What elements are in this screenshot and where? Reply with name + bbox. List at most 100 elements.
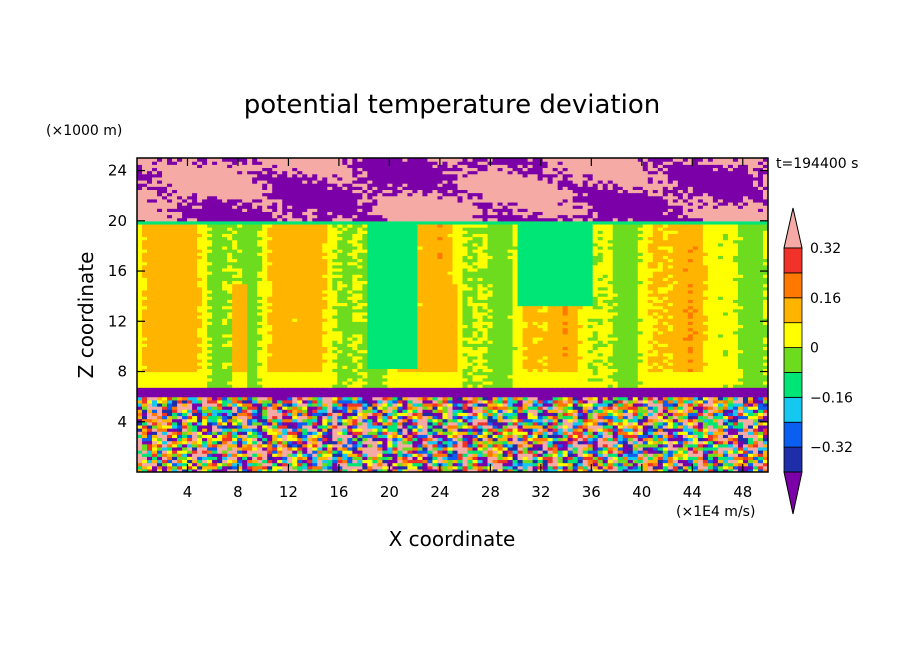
heatmap-cell <box>327 453 333 457</box>
heatmap-cell <box>217 424 223 429</box>
heatmap-cell <box>162 377 168 382</box>
heatmap-cell <box>192 336 198 341</box>
heatmap-cell <box>182 158 188 162</box>
heatmap-cell <box>212 258 218 263</box>
heatmap-cell <box>347 453 353 457</box>
heatmap-cell <box>147 380 153 385</box>
heatmap-cell <box>187 198 193 203</box>
heatmap-cell <box>232 167 238 172</box>
heatmap-cell <box>347 271 353 275</box>
heatmap-cell <box>287 286 293 291</box>
heatmap-cell <box>222 462 228 467</box>
heatmap-cell <box>362 450 368 454</box>
heatmap-cell <box>242 468 248 472</box>
heatmap-cell <box>177 318 183 322</box>
heatmap-cell <box>172 217 178 222</box>
heatmap-cell <box>192 189 198 194</box>
heatmap-cell <box>327 201 333 206</box>
heatmap-cell <box>137 261 143 266</box>
heatmap-cell <box>357 280 363 285</box>
heatmap-cell <box>142 176 148 181</box>
heatmap-cell <box>312 302 318 307</box>
heatmap-cell <box>147 352 153 357</box>
heatmap-cell <box>162 393 168 398</box>
heatmap-cell <box>327 333 333 338</box>
heatmap-cell <box>317 324 323 329</box>
heatmap-cell <box>312 158 318 162</box>
heatmap-cell <box>182 380 188 385</box>
heatmap-cell <box>297 179 303 184</box>
heatmap-cell <box>312 387 318 391</box>
heatmap-cell <box>212 195 218 200</box>
heatmap-cell <box>337 365 343 369</box>
heatmap-cell <box>222 299 228 304</box>
heatmap-cell <box>232 173 238 178</box>
heatmap-cell <box>312 161 318 165</box>
heatmap-cell <box>147 286 153 291</box>
heatmap-cell <box>232 434 238 439</box>
heatmap-cell <box>147 384 153 388</box>
heatmap-cell <box>292 183 298 187</box>
heatmap-cell <box>187 387 193 391</box>
heatmap-cell <box>137 418 143 423</box>
heatmap-cell <box>257 387 263 391</box>
heatmap-cell <box>327 223 333 228</box>
heatmap-cell <box>192 390 198 395</box>
heatmap-cell <box>277 258 283 263</box>
heatmap-cell <box>277 343 283 347</box>
heatmap-cell <box>352 393 358 398</box>
heatmap-cell <box>337 362 343 366</box>
heatmap-cell <box>327 402 333 407</box>
heatmap-cell <box>187 186 193 190</box>
heatmap-cell <box>197 189 203 194</box>
heatmap-cell <box>327 311 333 316</box>
heatmap-cell <box>327 358 333 363</box>
heatmap-cell <box>182 456 188 461</box>
heatmap-cell <box>237 434 243 439</box>
heatmap-cell <box>312 318 318 322</box>
heatmap-cell <box>292 198 298 203</box>
heatmap-cell <box>277 321 283 326</box>
heatmap-cell <box>212 186 218 190</box>
heatmap-cell <box>307 431 313 435</box>
heatmap-cell <box>332 390 338 395</box>
heatmap-cell <box>167 189 173 194</box>
heatmap-cell <box>247 456 253 461</box>
heatmap-cell <box>197 434 203 439</box>
heatmap-cell <box>312 412 318 417</box>
heatmap-cell <box>197 418 203 423</box>
heatmap-cell <box>242 352 248 357</box>
heatmap-cell <box>152 299 158 304</box>
heatmap-cell <box>197 462 203 467</box>
heatmap-cell <box>232 283 238 288</box>
heatmap-cell <box>342 349 348 354</box>
heatmap-cell <box>362 239 368 244</box>
heatmap-cell <box>282 271 288 275</box>
heatmap-cell <box>217 321 223 326</box>
heatmap-cell <box>182 443 188 448</box>
heatmap-cell <box>182 239 188 244</box>
heatmap-cell <box>162 308 168 313</box>
heatmap-cell <box>232 327 238 332</box>
heatmap-cell <box>227 390 233 395</box>
heatmap-cell <box>287 173 293 178</box>
heatmap-cell <box>257 217 263 222</box>
heatmap-cell <box>272 311 278 316</box>
heatmap-cell <box>147 333 153 338</box>
heatmap-cell <box>167 277 173 282</box>
heatmap-cell <box>147 223 153 228</box>
heatmap-cell <box>187 220 193 225</box>
heatmap-cell <box>237 390 243 395</box>
heatmap-cell <box>277 252 283 256</box>
heatmap-cell <box>257 315 263 319</box>
heatmap-cell <box>212 446 218 451</box>
heatmap-cell <box>277 308 283 313</box>
heatmap-cell <box>292 358 298 363</box>
heatmap-cell <box>347 412 353 417</box>
heatmap-cell <box>312 289 318 294</box>
heatmap-cell <box>232 453 238 457</box>
heatmap-cell <box>177 214 183 219</box>
heatmap-cell <box>307 289 313 294</box>
heatmap-cell <box>282 352 288 357</box>
heatmap-cell <box>362 299 368 304</box>
